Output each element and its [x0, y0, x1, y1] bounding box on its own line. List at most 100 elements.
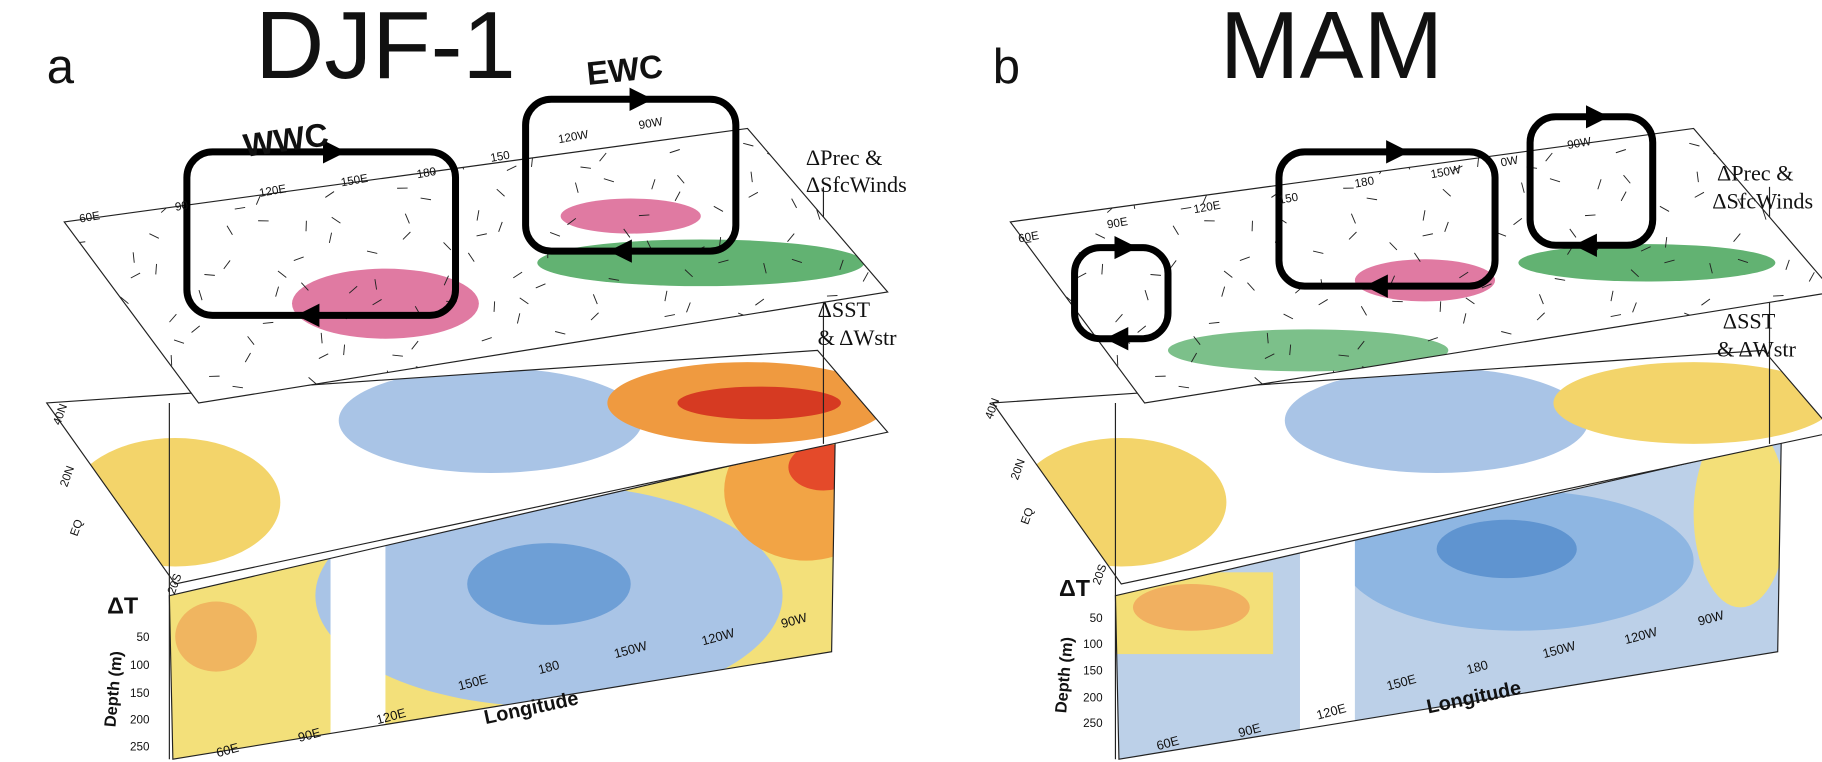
depth-tick-label: 100	[1083, 638, 1103, 651]
panel: aDJF-1WWCEWCΔPrec &ΔSfcWindsΔSST& ΔWstr4…	[47, 0, 907, 760]
warm-core	[1133, 584, 1250, 631]
wind-vector	[96, 287, 105, 292]
wind-vector	[1812, 256, 1819, 264]
lat-tick-label: 40N	[983, 396, 1003, 421]
layer-label: ΔSST	[1723, 309, 1776, 334]
prec-dry	[537, 239, 864, 286]
wind-vector	[1235, 153, 1245, 155]
wind-vector	[1036, 190, 1044, 196]
figure: aDJF-1WWCEWCΔPrec &ΔSfcWindsΔSST& ΔWstr4…	[0, 0, 1822, 762]
depth-tick-label: 200	[1083, 692, 1103, 705]
wind-vector	[1440, 301, 1441, 311]
wind-vector	[1047, 318, 1048, 328]
panel-letter: b	[993, 40, 1020, 94]
wind-vector	[1435, 363, 1442, 371]
warm-west	[175, 602, 257, 672]
wind-vector	[1083, 380, 1092, 386]
wind-vector	[1015, 383, 1019, 393]
wind-vector	[1052, 176, 1062, 180]
layer-label: ΔPrec &	[806, 145, 883, 170]
data-gap	[331, 537, 386, 736]
sst-cool	[339, 368, 643, 473]
wind-vector	[1047, 341, 1057, 344]
wind-vector	[77, 327, 87, 331]
circulation-label: WWC	[241, 115, 331, 164]
layer-label: ΔSfcWinds	[806, 172, 907, 197]
wind-vector	[255, 162, 262, 169]
panel-title: DJF-1	[255, 0, 516, 99]
wind-vector	[106, 176, 116, 180]
panel-letter: a	[47, 40, 75, 94]
depth-tick-label: 50	[137, 631, 150, 644]
depth-tick-label: 150	[1083, 665, 1103, 678]
map-lon-tick-label: 90W	[638, 115, 664, 132]
wind-vector	[1125, 171, 1135, 173]
layer-label: & ΔWstr	[1717, 337, 1797, 362]
depth-axis-title: Depth (m)	[1052, 636, 1077, 714]
wind-vector	[113, 202, 120, 210]
wind-vector	[1804, 230, 1814, 233]
wind-vector	[1201, 162, 1208, 169]
wind-vector	[1525, 341, 1535, 345]
wind-vector	[67, 350, 75, 357]
wind-vector	[1023, 327, 1033, 331]
layer-label: ΔSfcWinds	[1712, 188, 1813, 213]
sst-warm-east	[1553, 362, 1822, 444]
map-lon-tick-label: 120W	[557, 128, 589, 146]
wind-vector	[101, 318, 102, 328]
section-label: ΔT	[1059, 575, 1091, 601]
sst-cool	[1285, 368, 1589, 473]
wind-vector	[579, 341, 589, 345]
figure-body: aDJF-1WWCEWCΔPrec &ΔSfcWindsΔSST& ΔWstr4…	[47, 0, 1822, 760]
circulation-label: EWC	[585, 47, 665, 92]
cool-deep	[1437, 520, 1577, 578]
wind-vector	[146, 344, 148, 354]
sst-warm-west	[1016, 438, 1226, 566]
wind-vector	[1226, 172, 1232, 181]
wind-vector	[1042, 287, 1051, 292]
prec-dry	[1518, 244, 1775, 281]
depth-tick-label: 250	[1083, 717, 1103, 730]
wind-vector	[1781, 321, 1785, 331]
prec-wet	[561, 199, 701, 234]
wind-vector	[762, 325, 771, 331]
wind-vector	[90, 190, 98, 196]
wind-vector	[1059, 202, 1066, 210]
panel: bMAMΔPrec &ΔSfcWindsΔSST& ΔWstr40N20NEQ2…	[983, 0, 1822, 759]
depth-tick-label: 50	[1090, 612, 1103, 625]
wind-vector	[657, 333, 663, 342]
depth-tick-label: 100	[130, 659, 150, 672]
layer-label: ΔSST	[818, 297, 871, 322]
wind-vector	[68, 383, 72, 393]
depth-tick-label: 150	[130, 687, 150, 700]
depth-axis-title: Depth (m)	[101, 650, 126, 728]
lat-tick-label: 20N	[58, 464, 78, 489]
wind-vector	[1161, 151, 1168, 159]
sst-warm-west	[70, 438, 280, 566]
wind-vector	[858, 230, 868, 233]
wind-vector	[1034, 206, 1037, 216]
layer-label: ΔPrec &	[1717, 160, 1794, 185]
wind-vector	[1138, 138, 1144, 147]
wind-vector	[1708, 325, 1717, 331]
wind-vector	[494, 301, 495, 311]
lat-tick-label: 20S	[1090, 562, 1109, 586]
lat-tick-label: 20N	[1008, 457, 1028, 482]
wind-vector	[137, 380, 146, 386]
lat-tick-label: 20S	[165, 572, 184, 596]
sst-hot	[677, 387, 841, 420]
wind-vector	[192, 138, 198, 147]
panel-title: MAM	[1220, 0, 1443, 99]
section-label: ΔT	[107, 593, 139, 619]
cool-core	[467, 543, 631, 625]
depth-tick-label: 200	[130, 714, 150, 727]
wind-vector	[1791, 145, 1797, 154]
wind-vector	[1603, 333, 1609, 342]
prec-wet	[1355, 259, 1495, 301]
wind-vector	[171, 355, 172, 365]
wind-vector	[280, 172, 286, 181]
wind-vector	[1773, 296, 1783, 297]
wind-vector	[100, 341, 110, 344]
lat-tick-label: EQ	[68, 518, 86, 538]
wind-vector	[809, 326, 815, 335]
